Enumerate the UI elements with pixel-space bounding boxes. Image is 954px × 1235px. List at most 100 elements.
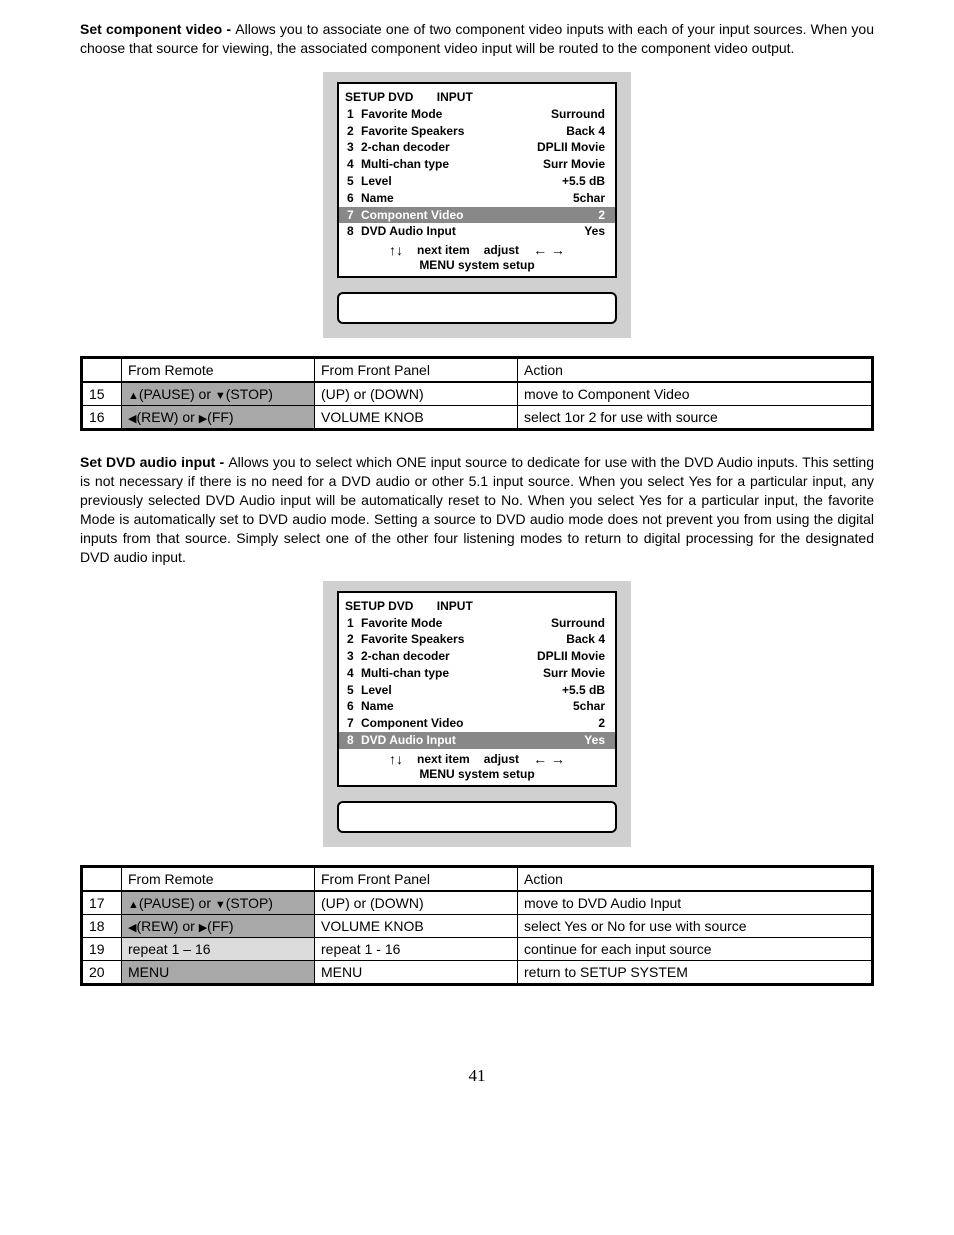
up-down-icon: ↑↓ bbox=[389, 751, 403, 767]
lcd-row-num: 4 bbox=[347, 156, 361, 173]
lcd1-box: SETUP DVD INPUT 1Favorite ModeSurround2F… bbox=[337, 82, 617, 278]
lcd-row-label: Name bbox=[361, 698, 573, 715]
row-front: VOLUME KNOB bbox=[315, 406, 518, 430]
row-front: (UP) or (DOWN) bbox=[315, 382, 518, 406]
section1-title: Set component video - bbox=[80, 21, 235, 37]
lcd-row-val: Surround bbox=[551, 615, 607, 632]
lcd1-nav-next: next item bbox=[417, 243, 470, 257]
lcd1-rows: 1Favorite ModeSurround2Favorite Speakers… bbox=[345, 106, 609, 240]
row-remote: ▲(PAUSE) or ▼(STOP) bbox=[122, 891, 315, 915]
lcd2-footer: MENU system setup bbox=[345, 767, 609, 781]
left-right-icon: ← → bbox=[533, 242, 565, 258]
lcd-row: 1Favorite ModeSurround bbox=[345, 106, 609, 123]
lcd-row: 5Level+5.5 dB bbox=[345, 682, 609, 699]
table-row: 20MENUMENUreturn to SETUP SYSTEM bbox=[82, 960, 873, 984]
lcd-row: 2Favorite SpeakersBack 4 bbox=[345, 631, 609, 648]
row-remote: repeat 1 – 16 bbox=[122, 937, 315, 960]
lcd-screen-1: SETUP DVD INPUT 1Favorite ModeSurround2F… bbox=[323, 72, 631, 338]
row-index: 19 bbox=[82, 937, 122, 960]
table-row: 17▲(PAUSE) or ▼(STOP)(UP) or (DOWN)move … bbox=[82, 891, 873, 915]
row-action: move to Component Video bbox=[518, 382, 873, 406]
lcd2-nav: ↑↓ next item adjust ← → bbox=[345, 751, 609, 767]
lcd2-blank bbox=[337, 801, 617, 833]
lcd-row-label: Component Video bbox=[361, 207, 598, 224]
lcd2-nav-adjust: adjust bbox=[484, 752, 519, 766]
lcd-row-num: 8 bbox=[347, 223, 361, 240]
table1-h0 bbox=[82, 358, 122, 383]
lcd-row-label: 2-chan decoder bbox=[361, 139, 537, 156]
row-remote: ◀(REW) or ▶(FF) bbox=[122, 406, 315, 430]
section-dvd-audio: Set DVD audio input - Allows you to sele… bbox=[80, 453, 874, 566]
lcd1-title: SETUP DVD INPUT bbox=[345, 90, 609, 104]
row-index: 18 bbox=[82, 914, 122, 937]
left-right-icon: ← → bbox=[533, 751, 565, 767]
table-row: 16◀(REW) or ▶(FF)VOLUME KNOBselect 1or 2… bbox=[82, 406, 873, 430]
lcd-row-label: Multi-chan type bbox=[361, 665, 543, 682]
lcd-row-num: 4 bbox=[347, 665, 361, 682]
lcd-row-num: 1 bbox=[347, 615, 361, 632]
row-action: return to SETUP SYSTEM bbox=[518, 960, 873, 984]
lcd1-footer: MENU system setup bbox=[345, 258, 609, 272]
table-row: 18◀(REW) or ▶(FF)VOLUME KNOBselect Yes o… bbox=[82, 914, 873, 937]
lcd-row-val: DPLII Movie bbox=[537, 648, 607, 665]
table2-header-row: From Remote From Front Panel Action bbox=[82, 866, 873, 891]
lcd-row-num: 7 bbox=[347, 207, 361, 224]
lcd-row-val: Surr Movie bbox=[543, 156, 607, 173]
lcd-row-label: Favorite Speakers bbox=[361, 631, 566, 648]
lcd-row: 32-chan decoderDPLII Movie bbox=[345, 648, 609, 665]
section-component-video: Set component video - Allows you to asso… bbox=[80, 20, 874, 58]
lcd-row-label: Component Video bbox=[361, 715, 598, 732]
lcd-row-val: DPLII Movie bbox=[537, 139, 607, 156]
section2-text: Allows you to select which ONE input sou… bbox=[80, 454, 874, 564]
table1-header-row: From Remote From Front Panel Action bbox=[82, 358, 873, 383]
lcd-row-label: DVD Audio Input bbox=[361, 223, 584, 240]
table-component-video: From Remote From Front Panel Action 15▲(… bbox=[80, 356, 874, 431]
lcd-row-label: Multi-chan type bbox=[361, 156, 543, 173]
table-row: 15▲(PAUSE) or ▼(STOP)(UP) or (DOWN)move … bbox=[82, 382, 873, 406]
lcd-row: 7Component Video2 bbox=[339, 207, 615, 224]
row-action: select 1or 2 for use with source bbox=[518, 406, 873, 430]
lcd-row-num: 6 bbox=[347, 698, 361, 715]
lcd2-rows: 1Favorite ModeSurround2Favorite Speakers… bbox=[345, 615, 609, 749]
row-index: 16 bbox=[82, 406, 122, 430]
lcd-row-val: +5.5 dB bbox=[562, 173, 607, 190]
lcd-row: 32-chan decoderDPLII Movie bbox=[345, 139, 609, 156]
row-index: 17 bbox=[82, 891, 122, 915]
lcd-row-val: Surround bbox=[551, 106, 607, 123]
page-number: 41 bbox=[80, 1066, 874, 1086]
table-dvd-audio: From Remote From Front Panel Action 17▲(… bbox=[80, 865, 874, 986]
lcd-row-label: Name bbox=[361, 190, 573, 207]
row-action: select Yes or No for use with source bbox=[518, 914, 873, 937]
lcd-row: 6Name5char bbox=[345, 190, 609, 207]
lcd-row-label: Level bbox=[361, 682, 562, 699]
lcd-screen-2: SETUP DVD INPUT 1Favorite ModeSurround2F… bbox=[323, 581, 631, 847]
lcd1-nav-adjust: adjust bbox=[484, 243, 519, 257]
lcd-row: 1Favorite ModeSurround bbox=[345, 615, 609, 632]
row-action: continue for each input source bbox=[518, 937, 873, 960]
row-front: VOLUME KNOB bbox=[315, 914, 518, 937]
table2-h2: From Front Panel bbox=[315, 866, 518, 891]
lcd-row: 2Favorite SpeakersBack 4 bbox=[345, 123, 609, 140]
lcd-row-val: Yes bbox=[584, 732, 607, 749]
lcd-row-val: Surr Movie bbox=[543, 665, 607, 682]
lcd-row-val: 5char bbox=[573, 698, 607, 715]
row-front: (UP) or (DOWN) bbox=[315, 891, 518, 915]
lcd-row-num: 1 bbox=[347, 106, 361, 123]
table2-h0 bbox=[82, 866, 122, 891]
up-down-icon: ↑↓ bbox=[389, 242, 403, 258]
lcd-row-num: 2 bbox=[347, 631, 361, 648]
lcd-row-num: 2 bbox=[347, 123, 361, 140]
lcd-row-val: +5.5 dB bbox=[562, 682, 607, 699]
lcd-row-val: Yes bbox=[584, 223, 607, 240]
row-remote: MENU bbox=[122, 960, 315, 984]
lcd-row-label: Favorite Mode bbox=[361, 106, 551, 123]
lcd-row-label: Favorite Speakers bbox=[361, 123, 566, 140]
lcd-row: 5Level+5.5 dB bbox=[345, 173, 609, 190]
table1-h2: From Front Panel bbox=[315, 358, 518, 383]
lcd-row: 4Multi-chan typeSurr Movie bbox=[345, 665, 609, 682]
lcd2-nav-next: next item bbox=[417, 752, 470, 766]
row-remote: ▲(PAUSE) or ▼(STOP) bbox=[122, 382, 315, 406]
table2-h3: Action bbox=[518, 866, 873, 891]
lcd-row: 6Name5char bbox=[345, 698, 609, 715]
lcd-row-num: 8 bbox=[347, 732, 361, 749]
